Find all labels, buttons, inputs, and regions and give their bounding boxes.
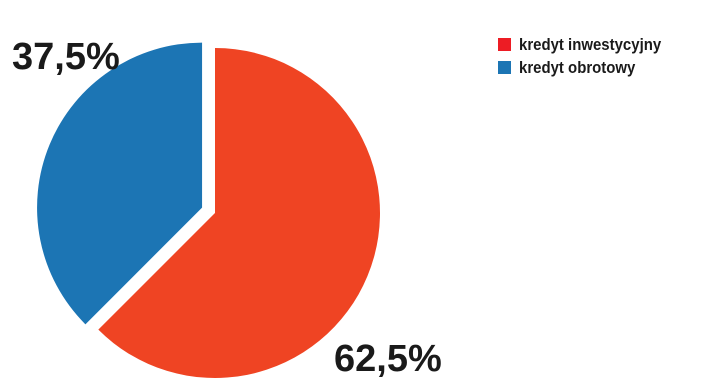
slice-label-kredyt-obrotowy: 37,5% (12, 36, 120, 78)
legend-swatch-kredyt-obrotowy (498, 61, 511, 74)
chart-legend: kredyt inwestycyjny kredyt obrotowy (498, 33, 681, 79)
legend-swatch-kredyt-inwestycyjny (498, 38, 511, 51)
pie-slice-kredyt-inwestycyjny (98, 48, 380, 378)
slice-label-kredyt-inwestycyjny: 62,5% (334, 338, 442, 380)
legend-item-kredyt-inwestycyjny: kredyt inwestycyjny (498, 33, 681, 56)
pie-slice-kredyt-obrotowy (37, 42, 203, 325)
legend-label-kredyt-inwestycyjny: kredyt inwestycyjny (519, 34, 662, 54)
legend-item-kredyt-obrotowy: kredyt obrotowy (498, 56, 681, 79)
legend-label-kredyt-obrotowy: kredyt obrotowy (519, 57, 636, 77)
